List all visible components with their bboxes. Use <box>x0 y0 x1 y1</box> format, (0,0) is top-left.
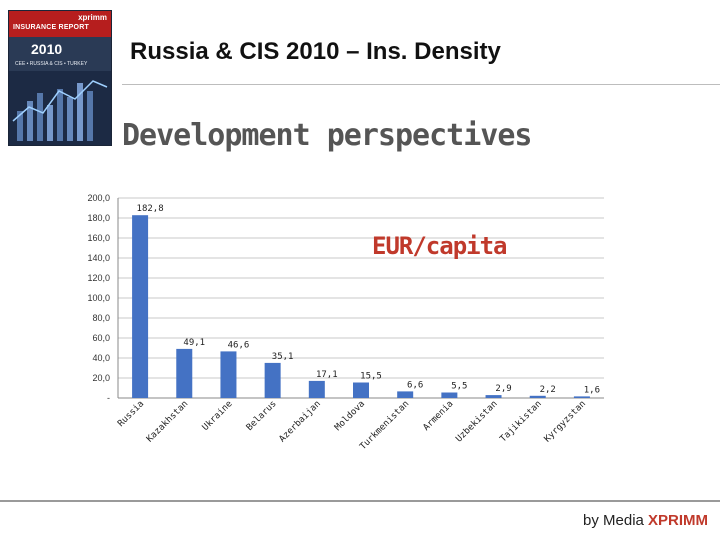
y-tick-label: 40,0 <box>92 353 110 363</box>
y-tick-label: 60,0 <box>92 333 110 343</box>
slide-subtitle: Development perspectives <box>122 118 532 153</box>
x-tick-label: Uzbekistan <box>454 399 499 444</box>
data-label: 35,1 <box>272 352 294 362</box>
chart-unit-label: EUR/capita <box>372 232 507 260</box>
y-tick-label: 180,0 <box>87 213 110 223</box>
bar-russia <box>132 215 149 398</box>
y-tick-label: 140,0 <box>87 253 110 263</box>
data-label: 49,1 <box>183 338 205 348</box>
data-label: 15,5 <box>360 372 382 382</box>
x-tick-label: Ukraine <box>201 399 235 433</box>
data-label: 2,9 <box>495 384 511 394</box>
x-tick-label: Kazakhstan <box>145 399 190 444</box>
report-cover-thumbnail: xprimm INSURANCE REPORT 2010 CEE • RUSSI… <box>8 10 112 146</box>
footer-credit: by Media XPRIMM <box>583 512 708 529</box>
y-tick-label: 160,0 <box>87 233 110 243</box>
x-tick-label: Russia <box>116 399 146 429</box>
title-divider <box>122 84 720 85</box>
y-tick-label: 80,0 <box>92 313 110 323</box>
cover-subtitle: CEE • RUSSIA & CIS • TURKEY <box>15 61 88 67</box>
bar-azerbaijan <box>308 380 325 398</box>
bar-tajikistan <box>529 395 546 398</box>
x-tick-label: Moldova <box>333 399 367 433</box>
cover-banner <box>9 11 111 37</box>
x-tick-label: Kyrgyzstan <box>543 399 588 444</box>
y-tick-label: 20,0 <box>92 373 110 383</box>
bar-uzbekistan <box>485 395 502 398</box>
y-tick-label: 200,0 <box>87 193 110 203</box>
bar-kyrgyzstan <box>573 396 590 398</box>
data-label: 1,6 <box>584 385 600 395</box>
slide-title: Russia & CIS 2010 – Ins. Density <box>130 38 501 65</box>
footer-brand: XPRIMM <box>648 512 709 529</box>
data-label: 5,5 <box>451 382 467 392</box>
bar-chart: - 20,0 40,0 60,0 80,0 100,0 120,0 140,0 160,0 180… <box>87 193 604 452</box>
x-tick-label: Azerbaijan <box>278 399 323 444</box>
x-tick-label: Belarus <box>245 399 279 433</box>
bar-belarus <box>264 362 281 398</box>
x-tick-label: Armenia <box>422 399 456 433</box>
cover-year: 2010 <box>31 41 63 57</box>
data-label: 46,6 <box>228 340 250 350</box>
bar-moldova <box>353 382 369 398</box>
cover-brand: xprimm <box>78 13 107 22</box>
x-tick-label: Tajikistan <box>498 399 543 444</box>
data-label: 182,8 <box>137 204 164 214</box>
bar-turkmenistan <box>397 391 414 398</box>
y-tick-label: - <box>107 393 110 403</box>
bar-ukraine <box>220 351 237 398</box>
data-label: 6,6 <box>407 380 423 390</box>
footer-prefix: by Media <box>583 512 649 529</box>
cover-art-graphic <box>9 71 111 145</box>
data-label: 17,1 <box>316 370 338 380</box>
bar-kazakhstan <box>176 348 193 398</box>
cover-name: INSURANCE REPORT <box>13 24 89 31</box>
footer-divider <box>0 500 720 502</box>
bar-armenia <box>441 392 458 398</box>
y-tick-label: 100,0 <box>87 293 110 303</box>
y-tick-label: 120,0 <box>87 273 110 283</box>
data-label: 2,2 <box>540 385 556 395</box>
